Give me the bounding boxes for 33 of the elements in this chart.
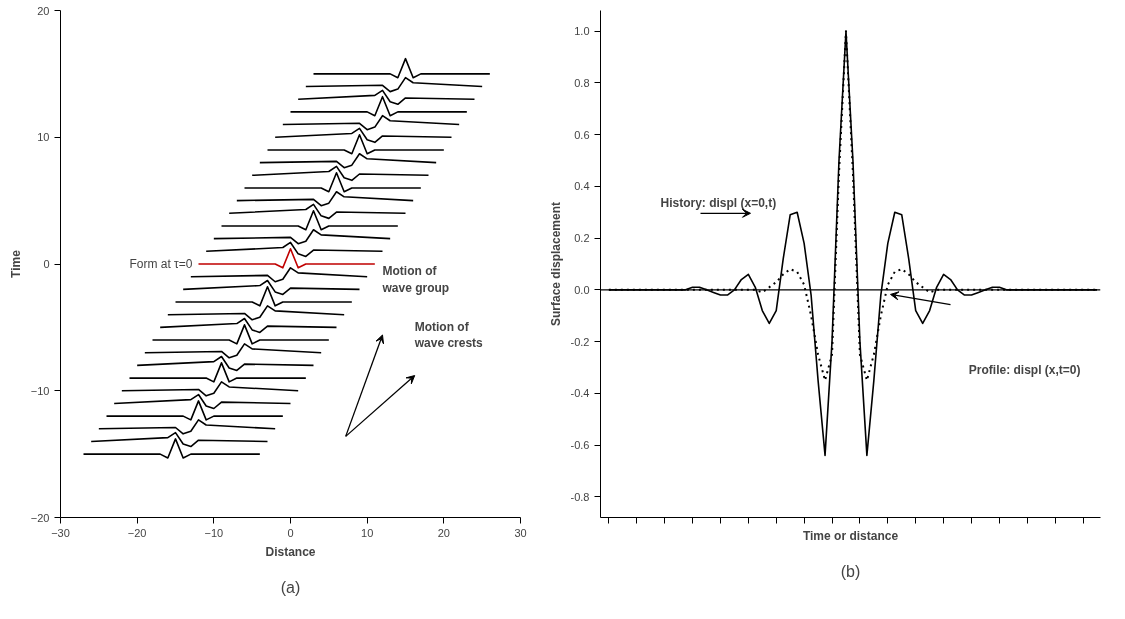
annotation: Motion of wave crests — [413, 319, 484, 351]
y-tick-label: 20 — [37, 4, 50, 17]
y-axis-title: Surface displacement — [548, 201, 563, 327]
y-tick-label: 0.8 — [574, 76, 590, 89]
y-tick-label: −20 — [30, 511, 50, 524]
y-tick-label: -0.6 — [570, 439, 590, 452]
annotation: History: displ (x=0,t) — [660, 196, 777, 211]
x-tick-label: −10 — [204, 526, 224, 539]
y-tick-label: 0.0 — [574, 283, 590, 296]
annotation: Motion of wave group — [381, 263, 450, 295]
y-tick-label: 0 — [43, 258, 50, 270]
y-tick-label: -0.8 — [570, 490, 590, 503]
y-tick-label: -0.4 — [570, 387, 590, 400]
text: (a) — [280, 578, 301, 596]
x-tick-label: 30 — [514, 526, 527, 539]
annotation: Profile: displ (x,t=0) — [968, 363, 1081, 378]
y-tick-label: -0.2 — [570, 335, 590, 348]
y-tick-label: 1.0 — [574, 25, 590, 38]
x-axis-title: Distance — [265, 544, 316, 559]
x-axis-title: Time or distance — [802, 528, 899, 543]
x-tick-label: −30 — [51, 526, 70, 539]
x-tick-label: −20 — [127, 526, 147, 539]
y-tick-label: 0.6 — [574, 128, 590, 141]
y-tick-label: −10 — [30, 384, 50, 397]
text: (b) — [840, 562, 861, 580]
y-tick-label: 0.2 — [574, 232, 590, 245]
x-tick-label: 0 — [287, 526, 294, 539]
y-axis-title: Time — [8, 249, 23, 278]
y-tick-label: 0.4 — [574, 180, 590, 193]
x-tick-label: 20 — [437, 526, 450, 539]
series-label: Form at τ=0 — [129, 257, 193, 271]
y-tick-label: 10 — [37, 131, 50, 144]
x-tick-label: 10 — [361, 526, 374, 539]
